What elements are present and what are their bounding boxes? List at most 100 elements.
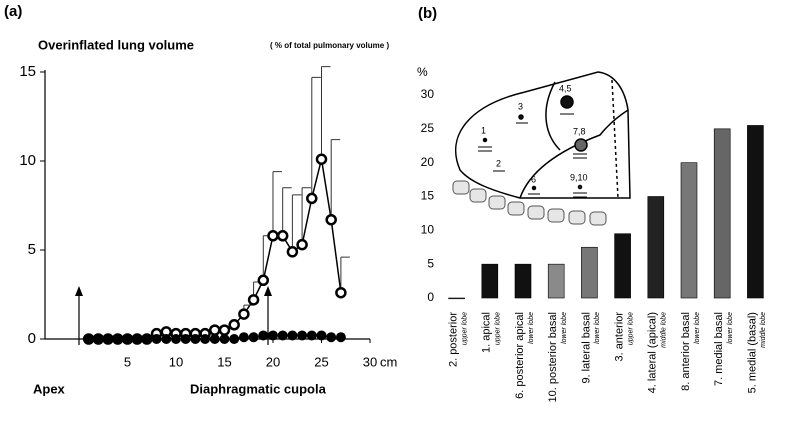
data-point [190,334,201,344]
data-point [316,330,327,341]
y-axis-label: % [417,65,428,79]
data-point [132,334,143,344]
data-point [93,334,104,344]
x-tick-sublabel: lower lobe [694,312,701,344]
bar [680,162,698,299]
x-tick-sublabel: upper lobe [461,312,468,345]
data-point [306,330,317,341]
x-tick-label: 20 [266,354,280,369]
chart-subtitle: ( % of total pulmonary volume ) [270,41,389,50]
data-point [112,334,123,344]
x-tick-label: 4. lateral (apical) [647,312,659,393]
data-point [286,246,299,258]
data-point [247,294,260,306]
error-bar [282,187,292,236]
x-tick-label: 30 [363,354,377,369]
bar [481,263,499,299]
data-point [315,153,328,165]
data-point [267,330,278,341]
bar [547,263,565,299]
bar [713,128,731,299]
x-tick-label: 3. anterior [614,312,626,362]
x-tick-label: 9. lateral basal [580,312,592,384]
data-point [325,213,337,226]
data-point [209,324,221,336]
data-point [161,334,172,344]
x-tick-label: 5. medial (basal) [746,312,758,393]
x-axis-label: cm [380,354,397,369]
x-tick-label: 5 [124,354,131,369]
error-bar [330,139,341,220]
x-tick-label: 7. medial basal [713,312,725,386]
error-bar [340,256,350,293]
y-tick-label: 20 [421,155,435,169]
inset-label: 6 [531,174,536,184]
data-point [200,334,211,344]
x-tick-label: 10 [169,354,183,369]
y-tick-label: 25 [421,121,435,135]
y-tick-label: 10 [19,152,36,169]
bar [448,297,465,300]
x-tick-label: 6. posterior apical [514,312,526,399]
data-point [170,334,181,344]
y-tick-label: 5 [28,241,36,258]
data-point [229,334,240,344]
y-tick-label: 5 [427,256,434,270]
data-point [258,330,269,341]
x-tick-label: 25 [314,354,328,369]
inset-label: 4,5 [559,83,572,93]
data-point [326,332,337,343]
data-point [103,334,114,344]
inset-label: 1 [481,125,486,135]
data-point [209,334,220,344]
inset-diagram [452,71,631,226]
data-point [277,330,288,341]
chart-title: Overinflated lung volume [38,37,194,52]
error-bar [311,76,321,199]
x-tick-label: 10. posterior basal [547,312,559,403]
panel-label: (b) [418,5,437,22]
x-tick-label: 1. apical [481,312,493,353]
annotation: Diaphragmatic cupola [190,381,327,396]
data-point [228,319,240,331]
data-point [218,324,231,336]
data-point [335,332,346,343]
x-tick-sublabel: lower lobe [561,312,568,344]
arrow-head [264,286,272,296]
y-tick-label: 15 [19,63,36,80]
y-tick-label: 0 [28,330,36,347]
y-tick-label: 30 [421,87,435,101]
panel-label: (a) [4,3,22,20]
data-point [257,274,270,287]
y-tick-label: 10 [421,223,435,237]
bar [614,233,631,299]
data-point [297,330,308,341]
data-point [248,332,259,343]
data-point [267,230,279,242]
x-tick-sublabel: middle lobe [760,312,767,348]
x-tick-label: 8. anterior basal [680,312,692,391]
bar [581,246,598,299]
data-point [141,334,152,344]
annotation: Apex [33,381,66,396]
bar [514,263,532,299]
data-point [238,308,250,320]
data-point [238,332,249,343]
inset-label: 9,10 [570,172,588,182]
bar [647,196,665,299]
error-bar [301,187,312,245]
data-point [306,192,318,205]
inset-label: 3 [518,101,523,111]
lung-outline [455,71,631,199]
x-tick-sublabel: middle lobe [661,312,668,348]
inset-label: 2 [496,158,501,168]
x-tick-sublabel: lower lobe [528,312,535,344]
boundary [611,79,619,199]
x-tick-sublabel: lower lobe [727,312,734,344]
data-point [151,334,162,344]
inset-label: 7,8 [573,126,586,136]
data-point [335,286,347,299]
error-bar [320,66,331,160]
data-point [276,230,289,242]
